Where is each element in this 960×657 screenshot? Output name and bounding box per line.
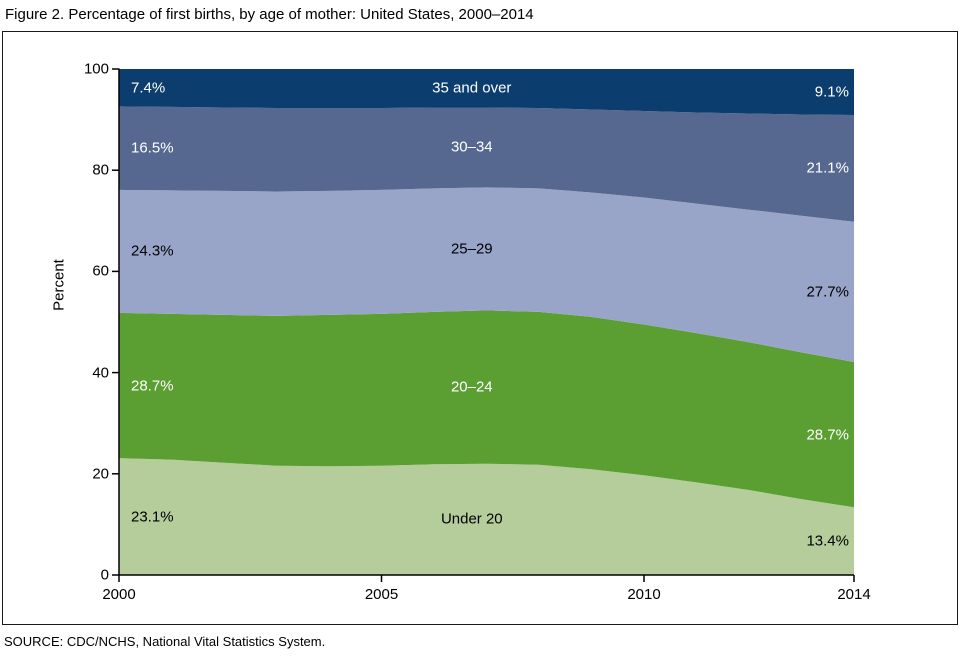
area-band-under-20: [119, 458, 854, 575]
stacked-area-chart: [112, 68, 855, 582]
chart-frame: Percent 0 20 40 60 80 100 2000 2005 2010 2014 23.1…: [2, 31, 958, 625]
area-band-25-29: [119, 187, 854, 362]
source-note: SOURCE: CDC/NCHS, National Vital Statist…: [4, 634, 326, 649]
area-band-35-and-over: [119, 69, 854, 115]
area-band-20-24: [119, 310, 854, 508]
figure-title: Figure 2. Percentage of first births, by…: [5, 6, 534, 23]
area-band-30-34: [119, 106, 854, 222]
